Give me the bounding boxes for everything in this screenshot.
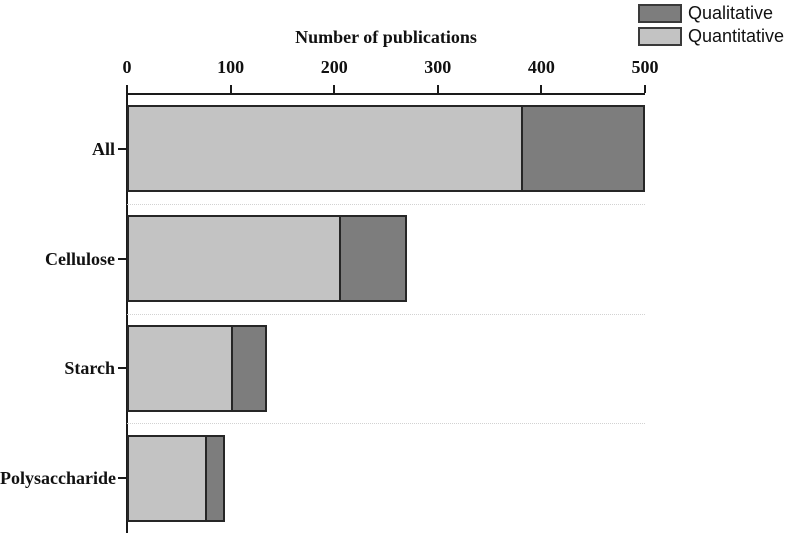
x-axis-line — [126, 93, 645, 95]
band-separator-gridline — [127, 423, 645, 425]
segment-qualitative — [204, 436, 224, 520]
x-axis-tick — [229, 85, 232, 93]
segment-quantitative — [129, 217, 340, 301]
legend-item: Quantitative — [638, 26, 784, 46]
legend-item: Qualitative — [638, 3, 784, 23]
x-axis-tick — [644, 85, 646, 93]
category-label-all: All — [91, 138, 115, 159]
y-axis-tick — [118, 147, 126, 150]
category-label-starch: Starch — [64, 358, 115, 379]
category-label-polysaccharide: Polysaccharide — [0, 468, 116, 489]
legend-swatch-quantitative — [638, 26, 682, 46]
segment-quantitative — [129, 436, 205, 520]
band-separator-gridline — [127, 203, 645, 205]
category-label-cellulose: Cellulose — [45, 248, 115, 269]
axis-title: Number of publications — [295, 27, 477, 47]
segment-qualitative — [230, 326, 265, 410]
x-axis-tick-label: 400 — [527, 57, 555, 77]
segment-quantitative — [129, 326, 231, 410]
x-axis-tick — [126, 85, 128, 93]
legend-swatch-qualitative — [638, 3, 682, 23]
x-axis-tick-label: 0 — [122, 57, 132, 77]
y-axis-tick — [118, 367, 126, 370]
bar-cellulose — [127, 215, 407, 303]
segment-quantitative — [129, 107, 521, 191]
bar-polysaccharide — [127, 434, 226, 522]
bar-starch — [127, 324, 267, 412]
legend-label: Qualitative — [688, 3, 774, 23]
x-axis-tick-label: 500 — [631, 57, 659, 77]
y-axis-tick — [118, 257, 126, 260]
segment-qualitative — [520, 107, 643, 191]
x-axis-tick — [540, 85, 543, 93]
legend: Qualitative Quantitative — [638, 3, 784, 46]
x-axis-tick — [436, 85, 439, 93]
x-axis-tick-label: 300 — [424, 57, 452, 77]
x-axis-tick-label: 200 — [320, 57, 348, 77]
y-axis-tick — [118, 477, 126, 480]
legend-label: Quantitative — [688, 26, 785, 46]
band-separator-gridline — [127, 313, 645, 315]
bar-all — [127, 105, 645, 193]
x-axis-tick-label: 100 — [217, 57, 245, 77]
x-axis-tick — [333, 85, 336, 93]
segment-qualitative — [339, 217, 405, 301]
y-axis-line — [126, 85, 128, 533]
